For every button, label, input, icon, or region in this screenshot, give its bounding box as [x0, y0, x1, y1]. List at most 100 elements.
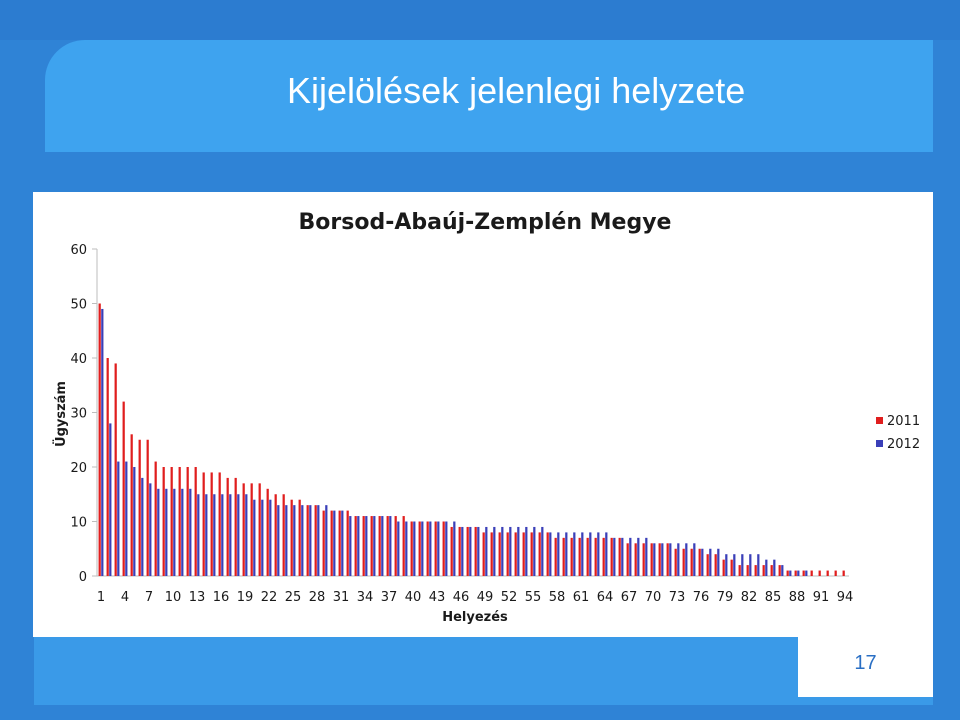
x-tick-label: 67 [621, 590, 638, 605]
bar-2011-10 [170, 467, 173, 576]
bar-2011-28 [314, 505, 317, 576]
bar-2012-50 [493, 526, 496, 576]
bar-2011-32 [346, 510, 349, 576]
bar-2011-60 [570, 537, 573, 576]
bar-2011-80 [730, 559, 733, 576]
y-tick-label: 40 [70, 352, 87, 367]
bar-2011-15 [210, 472, 213, 576]
x-tick-label: 16 [213, 590, 230, 605]
bar-2012-62 [589, 532, 592, 576]
bar-2011-62 [586, 537, 589, 576]
y-tick-label: 50 [70, 298, 87, 313]
page-number-box [798, 637, 933, 697]
y-tick-label: 60 [70, 243, 87, 258]
bar-2012-73 [677, 543, 680, 576]
bar-2012-46 [461, 526, 464, 576]
bar-2012-68 [637, 537, 640, 576]
bar-2011-89 [802, 570, 805, 576]
bar-2012-69 [645, 537, 648, 576]
x-tick-label: 76 [693, 590, 710, 605]
bar-2011-94 [842, 570, 845, 576]
bar-2012-86 [781, 565, 784, 576]
x-tick-label: 91 [813, 590, 830, 605]
bar-2011-36 [378, 516, 381, 576]
bar-2011-43 [434, 521, 437, 576]
bar-2012-10 [173, 488, 176, 576]
bar-2011-81 [738, 565, 741, 576]
bar-2011-91 [818, 570, 821, 576]
bar-2012-55 [533, 526, 536, 576]
bar-2011-38 [394, 516, 397, 576]
bar-2012-31 [341, 510, 344, 576]
x-tick-label: 46 [453, 590, 470, 605]
y-tick-label: 30 [70, 407, 87, 422]
bar-2011-67 [626, 543, 629, 576]
bar-2012-85 [773, 559, 776, 576]
bar-2012-59 [565, 532, 568, 576]
x-tick-label: 55 [525, 590, 542, 605]
bar-2011-51 [498, 532, 501, 576]
bar-2012-71 [661, 543, 664, 576]
bar-2011-90 [810, 570, 813, 576]
bar-2011-77 [706, 554, 709, 576]
bar-2011-52 [506, 532, 509, 576]
bar-2012-54 [525, 526, 528, 576]
bar-2012-43 [437, 521, 440, 576]
legend-swatch-2011 [876, 417, 883, 424]
bar-2011-86 [778, 565, 781, 576]
legend-label-2011: 2011 [887, 414, 920, 429]
bars [98, 303, 845, 576]
bar-2012-48 [477, 526, 480, 576]
bar-2011-27 [306, 505, 309, 576]
bar-2012-7 [149, 483, 152, 576]
bar-2012-76 [701, 548, 704, 576]
x-tick-label: 52 [501, 590, 518, 605]
bar-2011-19 [242, 483, 245, 576]
bar-2011-18 [234, 477, 237, 576]
bar-2012-28 [317, 505, 320, 576]
bar-2011-9 [162, 467, 165, 576]
x-tick-label: 37 [381, 590, 398, 605]
bar-2012-84 [765, 559, 768, 576]
bar-2012-19 [245, 494, 248, 576]
bar-2012-80 [733, 554, 736, 576]
bar-2012-51 [501, 526, 504, 576]
bar-2011-17 [226, 477, 229, 576]
x-tick-label: 25 [285, 590, 302, 605]
x-axis: 1 4 7 10 13 16 19 22 25 28 31 34 37 40 43 46 49 52 55 58 61 6… [97, 590, 853, 605]
bar-2012-18 [237, 494, 240, 576]
bar-2011-44 [442, 521, 445, 576]
bar-2011-3 [114, 363, 117, 576]
y-tick-label: 10 [70, 516, 87, 531]
bar-2011-34 [362, 516, 365, 576]
bar-2012-53 [517, 526, 520, 576]
bar-2012-77 [709, 548, 712, 576]
bar-2011-63 [594, 537, 597, 576]
bar-2011-41 [418, 521, 421, 576]
x-tick-label: 1 [97, 590, 105, 605]
bar-2011-79 [722, 559, 725, 576]
y-tick-label: 20 [70, 461, 87, 476]
bar-2012-15 [213, 494, 216, 576]
bar-2011-72 [666, 543, 669, 576]
bar-2012-87 [789, 570, 792, 576]
bar-2011-50 [490, 532, 493, 576]
footer-band [34, 637, 933, 705]
bar-2011-85 [770, 565, 773, 576]
bar-2012-83 [757, 554, 760, 576]
page-number: 17 [854, 652, 877, 674]
bar-2011-53 [514, 532, 517, 576]
x-tick-label: 22 [261, 590, 278, 605]
x-tick-label: 13 [189, 590, 206, 605]
bar-2012-41 [421, 521, 424, 576]
bar-2012-44 [445, 521, 448, 576]
bar-2012-30 [333, 510, 336, 576]
bar-2011-49 [482, 532, 485, 576]
bar-2012-81 [741, 554, 744, 576]
bar-2012-14 [205, 494, 208, 576]
legend-label-2012: 2012 [887, 437, 920, 452]
bar-2012-13 [197, 494, 200, 576]
bar-2011-24 [282, 494, 285, 576]
bar-2012-21 [261, 499, 264, 576]
bar-2011-78 [714, 554, 717, 576]
